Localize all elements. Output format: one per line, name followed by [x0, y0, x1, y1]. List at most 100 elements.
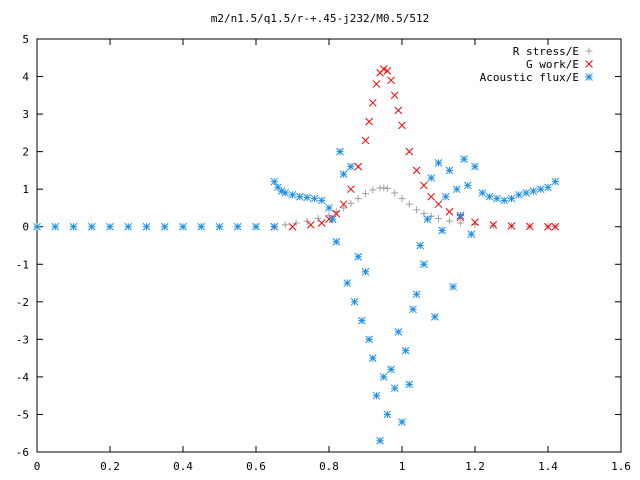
data-point — [412, 166, 421, 175]
data-point — [489, 222, 497, 230]
x-tick-label: 0.8 — [319, 460, 339, 473]
data-point — [303, 217, 311, 225]
y-tick-label: -6 — [16, 446, 29, 459]
data-point — [325, 211, 333, 219]
data-point — [295, 192, 304, 201]
data-point — [430, 312, 439, 321]
y-tick-label: -3 — [16, 333, 29, 346]
data-point — [427, 174, 436, 182]
data-point — [463, 181, 472, 190]
data-point — [332, 237, 341, 246]
data-point — [445, 207, 454, 216]
data-point — [376, 436, 384, 445]
data-point — [507, 222, 516, 230]
data-point — [142, 222, 151, 231]
data-point — [525, 222, 534, 231]
data-point — [507, 194, 516, 203]
data-point — [310, 194, 319, 203]
legend-marker — [585, 60, 593, 68]
chart-title: m2/n1.5/q1.5/r-+.45-j232/M0.5/512 — [211, 12, 430, 25]
data-point — [281, 189, 290, 197]
data-point — [391, 189, 399, 197]
x-tick-label: 0 — [34, 460, 41, 473]
data-point — [252, 222, 260, 231]
data-point — [317, 219, 326, 227]
data-point — [383, 184, 391, 192]
x-tick-label: 0.2 — [100, 460, 120, 473]
data-point — [514, 190, 523, 199]
data-point — [478, 189, 487, 197]
axis-ticks: 0 0.2 0.4 0.6 0.8 1 1.2 1.4 1.6 5 4 3 2 1 0 -1 -2 -3 -4 -5 -… — [16, 33, 631, 473]
legend-marker — [585, 73, 593, 81]
legend-label: R stress/E — [513, 45, 579, 58]
y-tick-label: -2 — [16, 296, 29, 309]
data-point — [544, 183, 552, 192]
data-point — [354, 162, 363, 171]
data-point — [379, 373, 388, 381]
data-point — [372, 80, 381, 88]
data-point — [369, 186, 377, 194]
data-point — [394, 328, 403, 336]
data-point — [460, 155, 468, 163]
y-tick-label: 2 — [22, 146, 29, 159]
data-point — [306, 220, 315, 229]
data-point — [387, 365, 395, 374]
data-point — [435, 214, 442, 222]
legend-marker — [585, 47, 593, 55]
data-point — [405, 147, 414, 156]
x-tick-label: 0.6 — [246, 460, 266, 473]
data-point — [434, 159, 443, 167]
data-point — [380, 184, 388, 192]
data-point — [303, 193, 311, 202]
y-tick-label: 5 — [22, 33, 29, 46]
data-point — [398, 121, 406, 130]
data-point — [449, 282, 457, 291]
y-tick-label: 0 — [22, 221, 29, 234]
data-point — [405, 380, 414, 389]
y-tick-label: 3 — [22, 108, 29, 121]
data-point — [544, 222, 552, 231]
data-point — [288, 190, 297, 199]
data-point — [551, 177, 560, 186]
data-point — [387, 76, 395, 85]
data-point — [160, 222, 169, 231]
data-point — [325, 215, 333, 224]
data-point — [343, 279, 352, 287]
data-point — [420, 260, 428, 269]
data-point — [361, 267, 370, 276]
data-point — [398, 195, 406, 203]
data-point — [340, 204, 348, 212]
data-point — [456, 219, 464, 227]
data-point — [383, 410, 392, 419]
data-point — [493, 194, 501, 203]
data-point — [332, 209, 341, 218]
data-point — [456, 211, 465, 220]
data-point — [281, 221, 289, 229]
data-point — [339, 170, 348, 179]
data-point — [368, 354, 377, 362]
data-point — [522, 189, 530, 197]
data-point — [368, 98, 377, 107]
data-point — [179, 222, 187, 231]
data-point — [413, 206, 421, 214]
data-point — [394, 106, 403, 115]
data-point — [441, 192, 450, 201]
series-cross — [270, 65, 560, 231]
data-point — [390, 384, 399, 393]
x-tick-label: 1.2 — [465, 460, 485, 473]
data-point — [416, 241, 425, 250]
data-point — [270, 177, 279, 186]
data-point — [347, 162, 355, 171]
data-point — [365, 117, 374, 126]
y-tick-label: 4 — [22, 71, 29, 84]
data-point — [339, 200, 348, 209]
data-point — [372, 391, 381, 400]
data-point — [420, 181, 428, 190]
data-point — [336, 147, 344, 156]
data-point — [350, 297, 359, 306]
y-tick-label: -5 — [16, 408, 29, 421]
data-point — [485, 192, 494, 201]
data-point — [445, 166, 454, 175]
